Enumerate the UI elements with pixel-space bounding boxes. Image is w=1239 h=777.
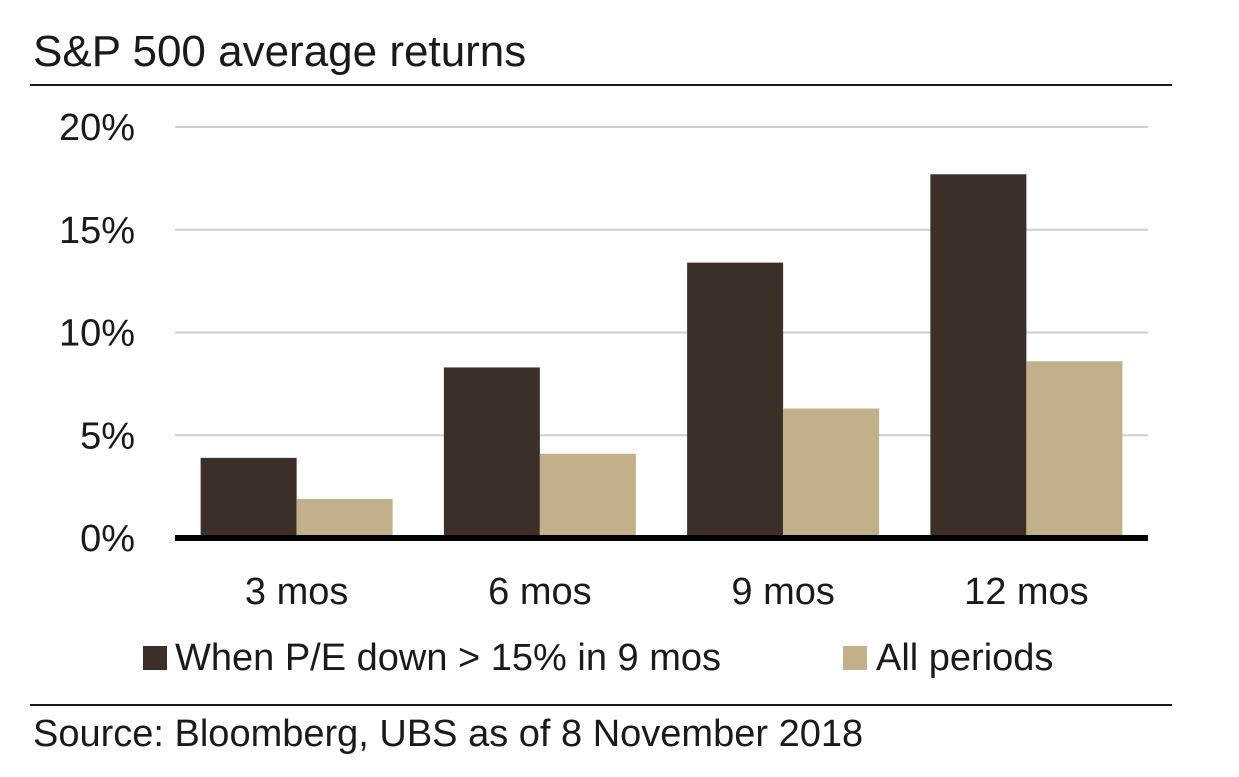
x-category-label: 3 mos — [245, 571, 348, 613]
source-note: Source: Bloomberg, UBS as of 8 November … — [33, 713, 863, 755]
y-axis-ticks: 0% 5% 10% 15% 20% — [59, 107, 135, 560]
x-category-label: 6 mos — [488, 571, 591, 613]
bar-all-periods-2 — [783, 408, 880, 538]
x-category-label: 12 mos — [964, 571, 1089, 613]
bar-all-periods-3 — [1026, 361, 1123, 538]
bar-pe-down-1 — [443, 367, 540, 538]
y-tick-label: 10% — [59, 313, 135, 355]
x-category-label: 9 mos — [731, 571, 834, 613]
legend-swatch-pe-down — [143, 646, 167, 670]
legend-label-pe-down: When P/E down > 15% in 9 mos — [175, 637, 721, 679]
y-tick-label: 20% — [59, 107, 135, 149]
x-axis-categories: 3 mos 6 mos 9 mos 12 mos — [245, 571, 1089, 613]
bar-all-periods-1 — [539, 453, 636, 538]
bar-all-periods-0 — [296, 498, 393, 538]
legend-swatch-all-periods — [843, 646, 867, 670]
y-tick-label: 15% — [59, 210, 135, 252]
chart-title: S&P 500 average returns — [33, 27, 526, 76]
y-tick-label: 5% — [80, 415, 135, 457]
legend: When P/E down > 15% in 9 mos All periods — [143, 637, 1053, 679]
bar-pe-down-3 — [930, 174, 1027, 538]
legend-label-all-periods: All periods — [876, 637, 1053, 679]
bar-pe-down-2 — [687, 262, 784, 538]
bar-pe-down-0 — [200, 457, 297, 538]
bars — [200, 174, 1123, 538]
y-tick-label: 0% — [80, 518, 135, 560]
